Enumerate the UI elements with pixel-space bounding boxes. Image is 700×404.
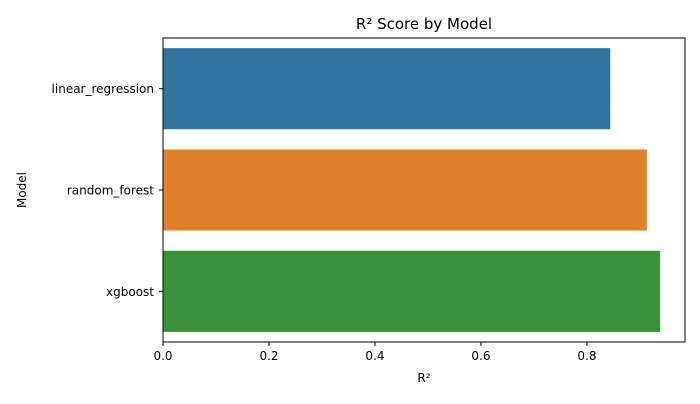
x-tick-label: 0.6 [471, 349, 490, 363]
x-tick-label: 0.0 [153, 349, 172, 363]
y-tick-label: random_forest [67, 184, 154, 198]
plot-frame [162, 37, 686, 343]
x-tick-label: 0.4 [365, 349, 384, 363]
y-axis-label: Model [15, 172, 29, 208]
chart-title: R² Score by Model [356, 15, 492, 33]
x-tick-label: 0.8 [577, 349, 596, 363]
x-tick-label: 0.2 [259, 349, 278, 363]
bar-random-forest [163, 149, 647, 231]
bar-xgboost [163, 250, 661, 332]
bars-group [163, 48, 661, 332]
x-axis-label: R² [417, 371, 430, 385]
y-tick-label: xgboost [106, 285, 154, 299]
bar-linear-regression [163, 48, 611, 130]
y-tick-label: linear_regression [52, 82, 154, 96]
